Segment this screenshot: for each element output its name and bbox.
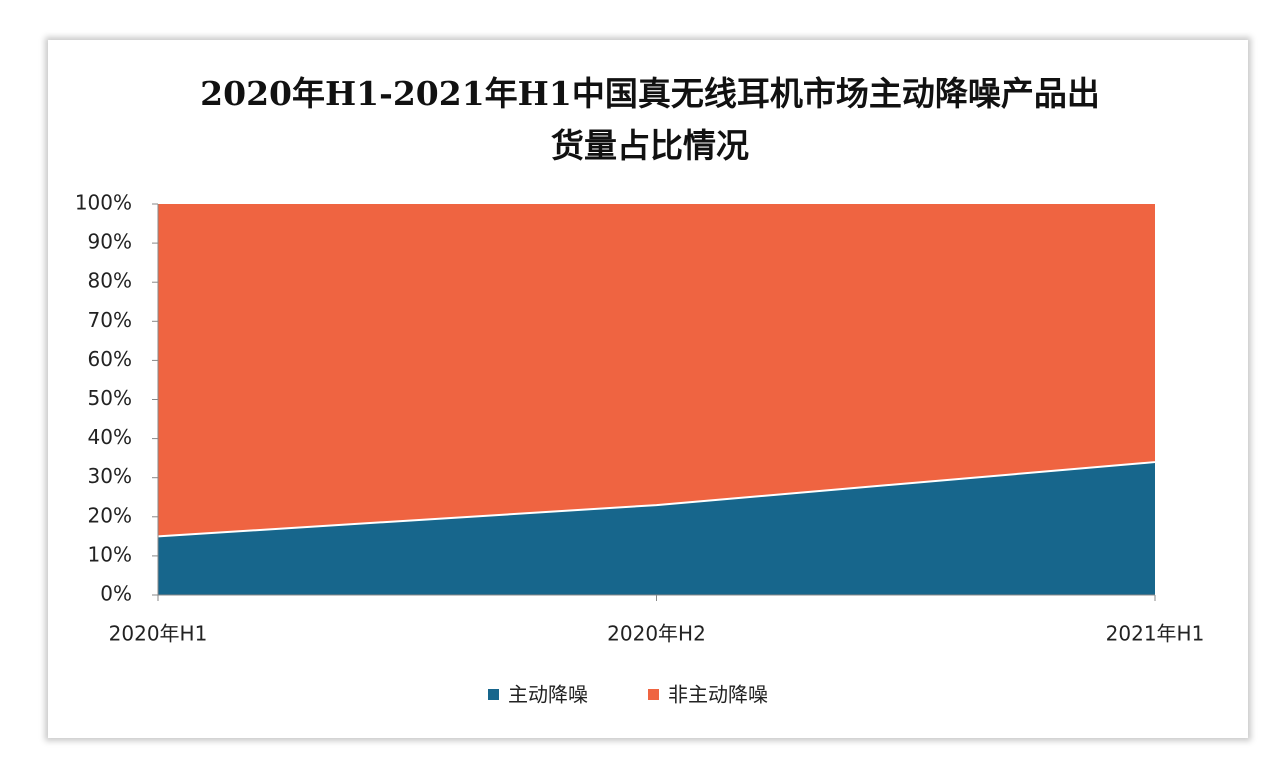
x-tick-label: 2020年H1 bbox=[109, 622, 208, 646]
legend-label: 非主动降噪 bbox=[668, 683, 768, 707]
y-tick-label: 20% bbox=[88, 503, 132, 527]
y-tick-label: 80% bbox=[88, 269, 132, 293]
y-tick-label: 90% bbox=[88, 230, 132, 254]
area bbox=[158, 462, 1155, 595]
y-tick-label: 100% bbox=[75, 191, 132, 215]
y-tick-label: 70% bbox=[88, 308, 132, 332]
y-tick-label: 0% bbox=[100, 582, 132, 606]
area-edge bbox=[157, 461, 1156, 538]
y-tick-label: 30% bbox=[88, 464, 132, 488]
legend-swatch bbox=[648, 689, 659, 700]
legend-swatch bbox=[488, 689, 499, 700]
y-tick-label: 60% bbox=[88, 347, 132, 371]
area bbox=[158, 204, 1155, 537]
x-tick-label: 2021年H1 bbox=[1106, 622, 1205, 646]
y-tick-label: 50% bbox=[88, 386, 132, 410]
chart-title: 2020年H1-2021年H1中国真无线耳机市场主动降噪产品出货量占比情况 bbox=[200, 74, 1100, 165]
y-tick-label: 10% bbox=[88, 542, 132, 566]
y-tick-label: 40% bbox=[88, 425, 132, 449]
legend-label: 主动降噪 bbox=[508, 683, 588, 707]
x-tick-label: 2020年H2 bbox=[607, 622, 706, 646]
